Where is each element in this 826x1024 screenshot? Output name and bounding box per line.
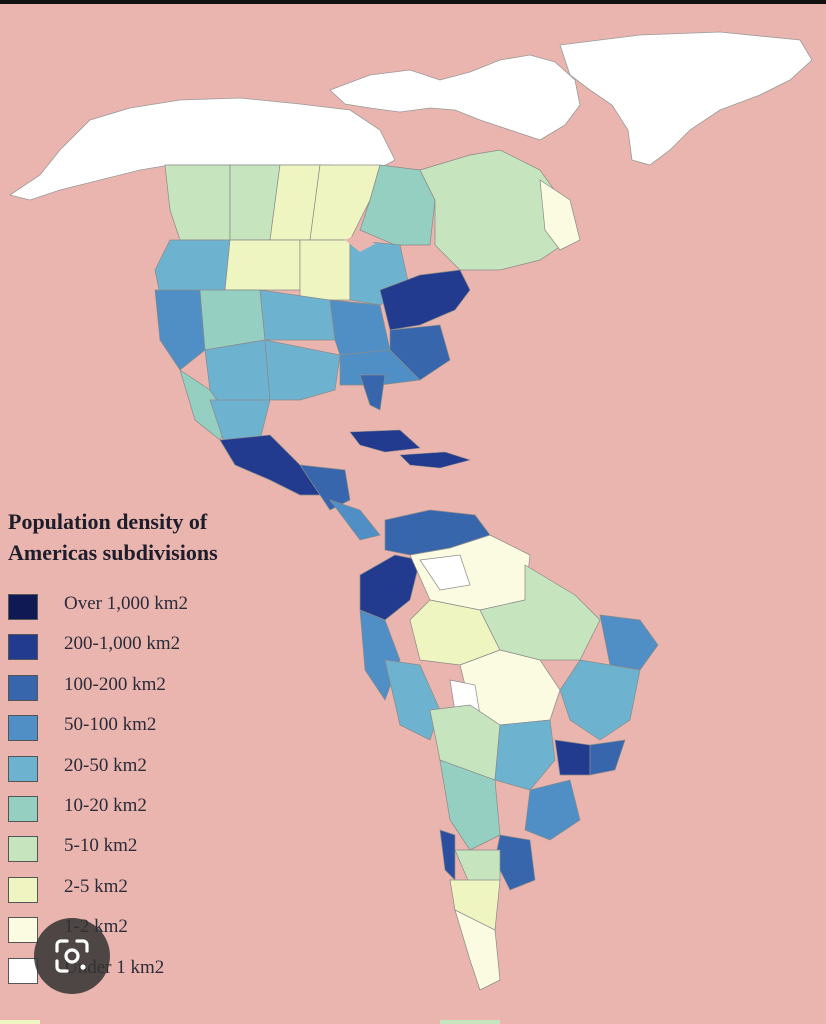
- legend-label: 20-50 km2: [64, 754, 147, 776]
- greenland: [559, 31, 813, 166]
- legend-label: 2-5 km2: [64, 875, 128, 897]
- legend-swatch: [8, 957, 38, 984]
- legend-label: Over 1,000 km2: [64, 593, 189, 614]
- map-legend: Population density of Americas subdivisi…: [8, 506, 328, 998]
- legend-swatch: [8, 917, 38, 944]
- legend-item: 10-20 km2: [8, 794, 328, 836]
- legend-title: Population density of Americas subdivisi…: [8, 506, 328, 568]
- arctic-lands: [9, 31, 813, 201]
- legend-label: 50-100 km2: [64, 714, 157, 736]
- legend-swatch: [8, 795, 38, 822]
- legend-item: Over 1,000 km2: [8, 593, 328, 634]
- legend-label: 100-200 km2: [64, 673, 166, 695]
- legend-item: 5-10 km2: [8, 835, 328, 876]
- alaska-north-canada: [9, 97, 396, 201]
- legend-label: 200-1,000 km2: [64, 633, 181, 655]
- legend-item: 20-50 km2: [8, 754, 328, 796]
- google-lens-icon: [55, 939, 89, 973]
- north-america-subdivisions: [154, 149, 581, 541]
- top-edge-bar: [0, 0, 826, 4]
- legend-item: 50-100 km2: [8, 714, 328, 755]
- legend-label: 10-20 km2: [64, 794, 147, 816]
- legend-item: 2-5 km2: [8, 875, 328, 917]
- google-lens-button[interactable]: [34, 918, 110, 994]
- caribbean-islands: [349, 429, 472, 469]
- arctic-islands: [329, 54, 581, 141]
- legend-swatch: [8, 876, 38, 903]
- legend-item: 200-1,000 km2: [8, 633, 328, 674]
- legend-title-line-1: Population density of: [8, 509, 208, 534]
- legend-swatch: [8, 634, 38, 661]
- legend-swatch: [8, 594, 38, 620]
- bottom-partial-strip: [0, 1018, 826, 1024]
- legend-label: 5-10 km2: [64, 835, 138, 857]
- south-america-subdivisions: [359, 509, 659, 991]
- legend-swatch: [8, 715, 38, 742]
- legend-swatch: [8, 755, 38, 782]
- legend-swatch: [8, 836, 38, 863]
- legend-item: 100-200 km2: [8, 673, 328, 715]
- legend-title-line-2: Americas subdivisions: [8, 540, 218, 565]
- lake-highlights: [345, 232, 375, 252]
- legend-swatch: [8, 674, 38, 701]
